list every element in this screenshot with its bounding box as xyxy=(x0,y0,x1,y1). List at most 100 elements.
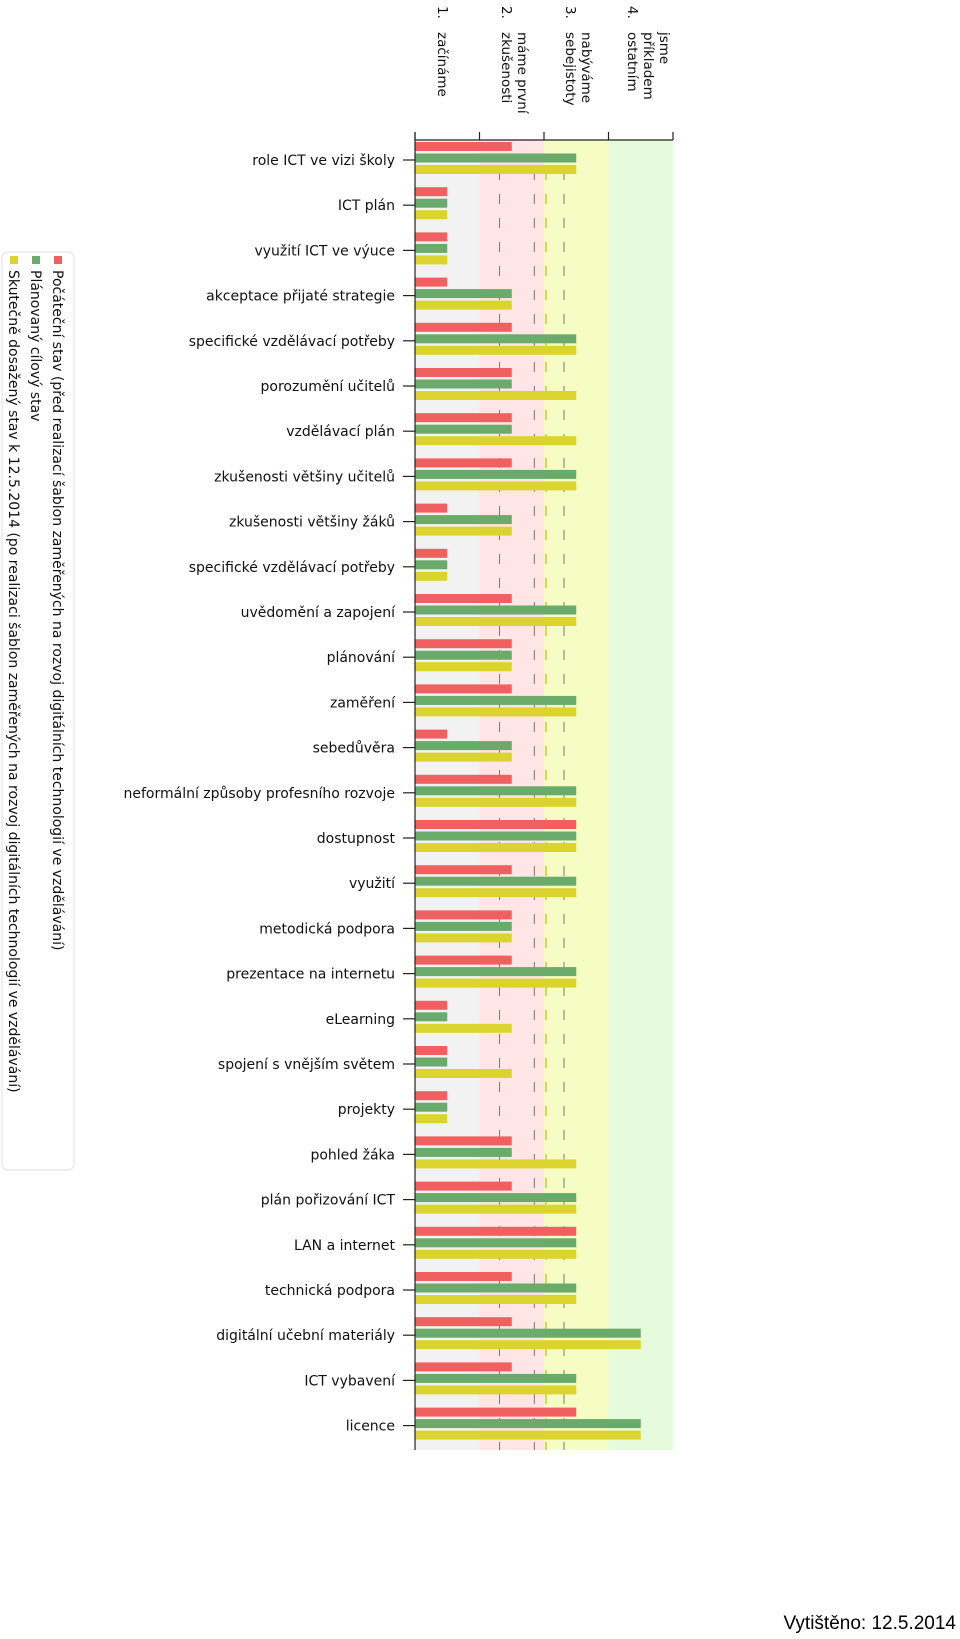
category-label: akceptace přijaté strategie xyxy=(206,289,395,305)
bar-series-1 xyxy=(415,684,512,694)
bar-series-1 xyxy=(415,1226,577,1236)
bar-series-1 xyxy=(415,820,577,829)
level-band-4 xyxy=(608,140,673,1450)
bar-series-1 xyxy=(415,1136,512,1146)
bar-series-1 xyxy=(415,142,512,151)
bar-series-1 xyxy=(415,594,512,603)
category-label: zkušenosti většiny učitelů xyxy=(214,469,395,485)
level-number: 1. xyxy=(434,6,450,19)
bar-series-3 xyxy=(415,707,577,717)
bar-series-2 xyxy=(415,424,512,434)
bar-series-2 xyxy=(415,1012,448,1022)
bar-series-2 xyxy=(415,1057,448,1067)
category-label: ICT plán xyxy=(338,198,395,214)
category-label: technická podpora xyxy=(265,1283,395,1299)
bar-series-3 xyxy=(415,1340,641,1350)
bar-series-2 xyxy=(415,560,448,570)
bar-series-1 xyxy=(415,1091,448,1101)
bar-series-3 xyxy=(415,255,448,265)
legend-swatch-2 xyxy=(32,256,40,264)
bar-series-3 xyxy=(415,1114,448,1124)
bar-series-2 xyxy=(415,289,512,299)
category-label: role ICT ve vizi školy xyxy=(252,153,395,169)
bar-series-3 xyxy=(415,1159,577,1169)
bar-series-2 xyxy=(415,1238,577,1248)
category-label: spojení s vnějším světem xyxy=(218,1057,395,1073)
bar-series-1 xyxy=(415,187,448,197)
bar-series-1 xyxy=(415,1046,448,1055)
level-number: 4. xyxy=(624,6,640,19)
bar-series-2 xyxy=(415,605,577,615)
bar-series-1 xyxy=(415,774,512,784)
bar-series-3 xyxy=(415,1430,641,1440)
category-label: metodická podpora xyxy=(259,921,395,937)
bar-series-2 xyxy=(415,1373,577,1383)
printed-date-note: Vytištěno: 12.5.2014 xyxy=(783,1613,956,1634)
level-label-1: 1. začínáme xyxy=(434,6,450,97)
bar-series-2 xyxy=(415,1193,577,1203)
bar-series-2 xyxy=(415,1283,577,1293)
category-label: dostupnost xyxy=(317,831,396,847)
bar-series-2 xyxy=(415,1328,641,1338)
bar-series-1 xyxy=(415,277,448,287)
bar-series-3 xyxy=(415,797,577,807)
bars xyxy=(415,142,641,1440)
bar-series-3 xyxy=(415,210,448,220)
bar-series-1 xyxy=(415,1362,512,1372)
bar-series-3 xyxy=(415,843,577,852)
category-label: eLearning xyxy=(326,1012,395,1028)
category-label: zaměření xyxy=(330,695,396,711)
bar-series-1 xyxy=(415,1181,512,1191)
bar-series-3 xyxy=(415,345,577,355)
category-label: porozumění učitelů xyxy=(261,379,395,395)
bar-series-2 xyxy=(415,198,448,208)
category-label: LAN a internet xyxy=(294,1238,396,1254)
level-text-line: nabýváme xyxy=(578,32,594,103)
bar-series-1 xyxy=(415,458,512,468)
category-label: licence xyxy=(346,1419,395,1435)
bar-series-2 xyxy=(415,876,577,886)
category-label: využití ICT ve výuce xyxy=(254,243,395,259)
bar-series-2 xyxy=(415,153,577,163)
legend-label-2: Plánovaný cílový stav xyxy=(27,270,43,422)
bar-series-3 xyxy=(415,1249,577,1259)
bar-series-2 xyxy=(415,379,512,389)
level-text-line: zkušenosti xyxy=(498,32,514,103)
bar-series-1 xyxy=(415,729,448,739)
legend-swatch-3 xyxy=(10,256,18,264)
category-label: digitální učební materiály xyxy=(216,1328,395,1344)
legend-label-1: Počáteční stav (před realizací šablon za… xyxy=(49,270,65,950)
legend-box xyxy=(1,251,75,1171)
level-text-line: jsme xyxy=(656,31,672,64)
bar-series-1 xyxy=(415,639,512,649)
bar-series-3 xyxy=(415,391,577,400)
axes xyxy=(403,132,674,1450)
bar-series-3 xyxy=(415,436,577,446)
bar-series-2 xyxy=(415,243,448,253)
legend: Počáteční stav (před realizací šablon za… xyxy=(1,251,75,1171)
bar-series-1 xyxy=(415,1317,512,1327)
legend-swatch-1 xyxy=(54,256,62,264)
bar-series-1 xyxy=(415,1272,512,1281)
bar-series-3 xyxy=(415,1295,577,1304)
bar-series-2 xyxy=(415,831,577,841)
bar-series-2 xyxy=(415,1419,641,1429)
bar-series-3 xyxy=(415,300,512,310)
level-number: 3. xyxy=(562,6,578,19)
bar-series-3 xyxy=(415,165,577,174)
bar-series-2 xyxy=(415,515,512,525)
category-label: uvědomění a zapojení xyxy=(241,605,396,621)
category-label: specifické vzdělávací potřeby xyxy=(189,334,395,350)
bar-series-1 xyxy=(415,548,448,558)
bar-series-2 xyxy=(415,469,577,479)
level-text-line: ostatním xyxy=(624,32,640,92)
bar-series-2 xyxy=(415,334,577,344)
bar-series-1 xyxy=(415,503,448,513)
bar-series-3 xyxy=(415,1023,512,1033)
bar-series-1 xyxy=(415,955,512,965)
category-label: plánování xyxy=(327,650,397,666)
